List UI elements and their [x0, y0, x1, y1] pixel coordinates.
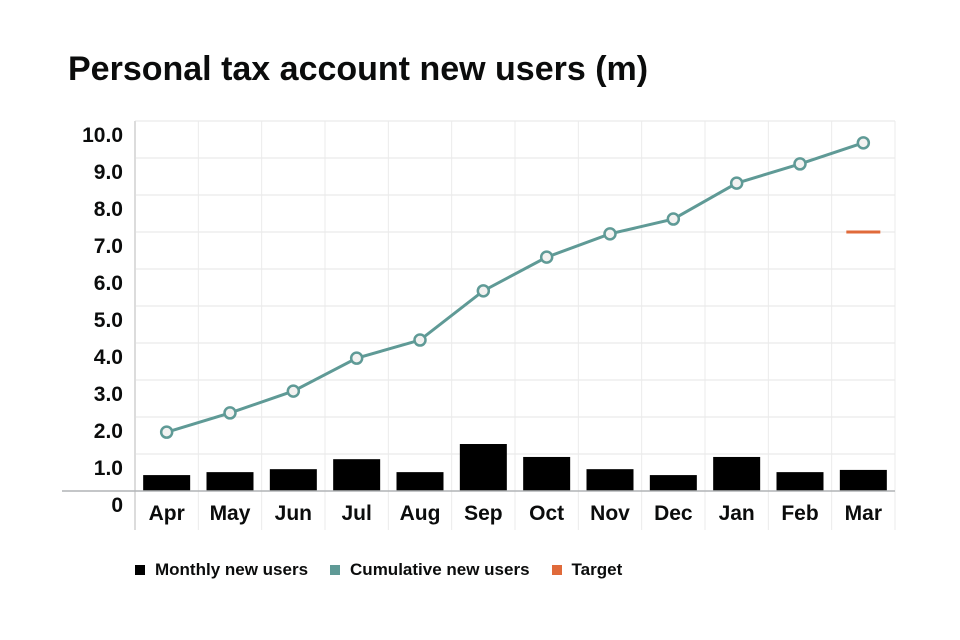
legend-label-cumulative: Cumulative new users — [350, 560, 530, 579]
bar-mar — [839, 469, 887, 491]
cumulative-point-jun — [286, 384, 301, 398]
cumulative-point-mar — [856, 136, 871, 150]
y-tick-label: 3.0 — [94, 383, 123, 406]
bar-oct — [523, 456, 571, 491]
y-tick-label: 0 — [111, 494, 123, 517]
x-tick-label: Feb — [781, 502, 818, 525]
x-tick-label: Jan — [719, 502, 755, 525]
bar-dec — [649, 475, 697, 491]
legend-target: Target — [551, 560, 623, 580]
y-tick-label: 6.0 — [94, 272, 123, 295]
cumulative-point-may — [223, 406, 237, 420]
x-tick-label: May — [210, 502, 251, 525]
cumulative-line — [166, 141, 864, 434]
x-tick-label: Dec — [654, 502, 693, 525]
legend: Monthly new users Cumulative new users T… — [135, 560, 622, 580]
x-tick-label: Nov — [590, 502, 630, 525]
bar-jul — [333, 459, 381, 491]
cumulative-point-feb — [793, 157, 807, 171]
bar-may — [206, 472, 254, 491]
x-tick-label: Jun — [275, 502, 312, 525]
y-tick-label: 1.0 — [94, 457, 123, 480]
legend-swatch-cumulative — [330, 565, 341, 575]
y-tick-label: 10.0 — [82, 124, 123, 147]
bar-jan — [713, 456, 761, 491]
cumulative-point-apr — [159, 425, 174, 439]
cumulative-point-dec — [666, 212, 681, 226]
y-tick-label: 5.0 — [94, 309, 123, 332]
cumulative-point-aug — [413, 333, 427, 347]
y-tick-label: 7.0 — [94, 235, 123, 258]
bar-apr — [143, 475, 191, 491]
cumulative-point-oct — [539, 250, 554, 264]
x-tick-label: Sep — [464, 502, 503, 525]
y-tick-label: 2.0 — [94, 420, 123, 443]
x-tick-label: Aug — [400, 502, 441, 525]
legend-monthly: Monthly new users — [135, 560, 308, 580]
cumulative-point-nov — [603, 227, 617, 241]
x-tick-label: Apr — [149, 502, 185, 525]
x-tick-label: Jul — [341, 502, 371, 525]
bar-feb — [776, 472, 824, 491]
chart-title: Personal tax account new users (m) — [68, 50, 649, 88]
cumulative-point-jul — [349, 351, 364, 365]
bar-sep — [459, 444, 507, 491]
x-tick-label: Oct — [529, 502, 564, 525]
y-tick-label: 4.0 — [94, 346, 123, 369]
cumulative-point-sep — [476, 284, 491, 298]
bar-nov — [586, 469, 634, 491]
bar-jun — [269, 469, 317, 491]
y-tick-label: 9.0 — [94, 161, 123, 184]
legend-swatch-monthly — [135, 565, 145, 575]
cumulative-point-jan — [729, 176, 744, 190]
x-tick-label: Mar — [845, 502, 882, 525]
y-tick-label: 8.0 — [94, 198, 123, 221]
legend-label-target: Target — [571, 560, 623, 579]
legend-label-monthly: Monthly new users — [155, 560, 309, 579]
bar-aug — [396, 472, 444, 491]
legend-swatch-target — [551, 565, 562, 575]
legend-cumulative: Cumulative new users — [330, 560, 530, 580]
